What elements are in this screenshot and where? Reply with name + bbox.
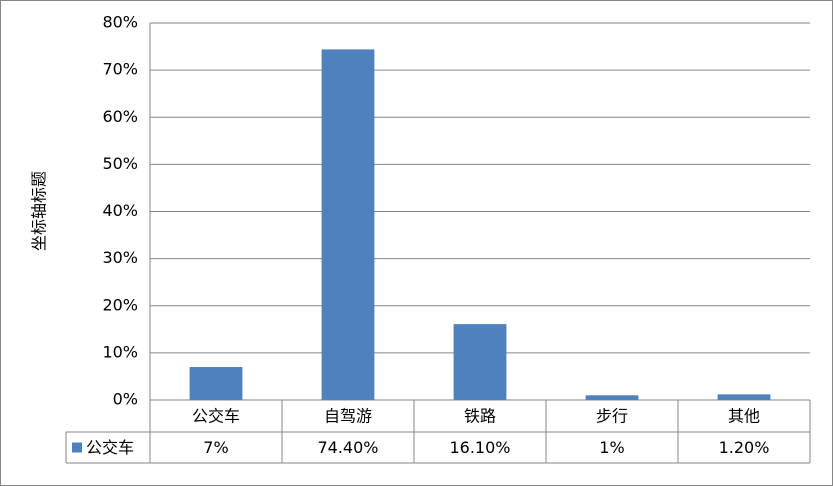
x-tick-label: 自驾游 [324, 407, 372, 426]
data-table-value: 1% [599, 438, 624, 457]
x-tick-label: 步行 [596, 407, 628, 426]
bar [717, 394, 771, 400]
x-tick-label: 其他 [728, 407, 760, 426]
legend-key [72, 442, 82, 453]
y-tick-label: 30% [102, 248, 138, 267]
x-tick-label: 铁路 [464, 407, 496, 426]
y-tick-label: 70% [102, 60, 138, 79]
legend-label: 公交车 [86, 438, 134, 457]
bar [321, 49, 375, 400]
bar [585, 395, 639, 400]
data-table-value: 74.40% [317, 438, 378, 457]
data-table-value: 7% [203, 438, 228, 457]
bar [189, 367, 243, 400]
y-tick-label: 10% [102, 342, 138, 361]
y-tick-label: 20% [102, 295, 138, 314]
data-table-value: 1.20% [719, 438, 770, 457]
y-tick-label: 50% [102, 154, 138, 173]
bar [453, 324, 507, 400]
y-tick-label: 40% [102, 201, 138, 220]
y-axis-title: 坐标轴标题 [30, 171, 49, 251]
data-table-value: 16.10% [449, 438, 510, 457]
y-tick-label: 80% [102, 13, 138, 32]
x-tick-label: 公交车 [192, 407, 240, 426]
y-tick-label: 0% [113, 390, 138, 409]
y-tick-label: 60% [102, 107, 138, 126]
